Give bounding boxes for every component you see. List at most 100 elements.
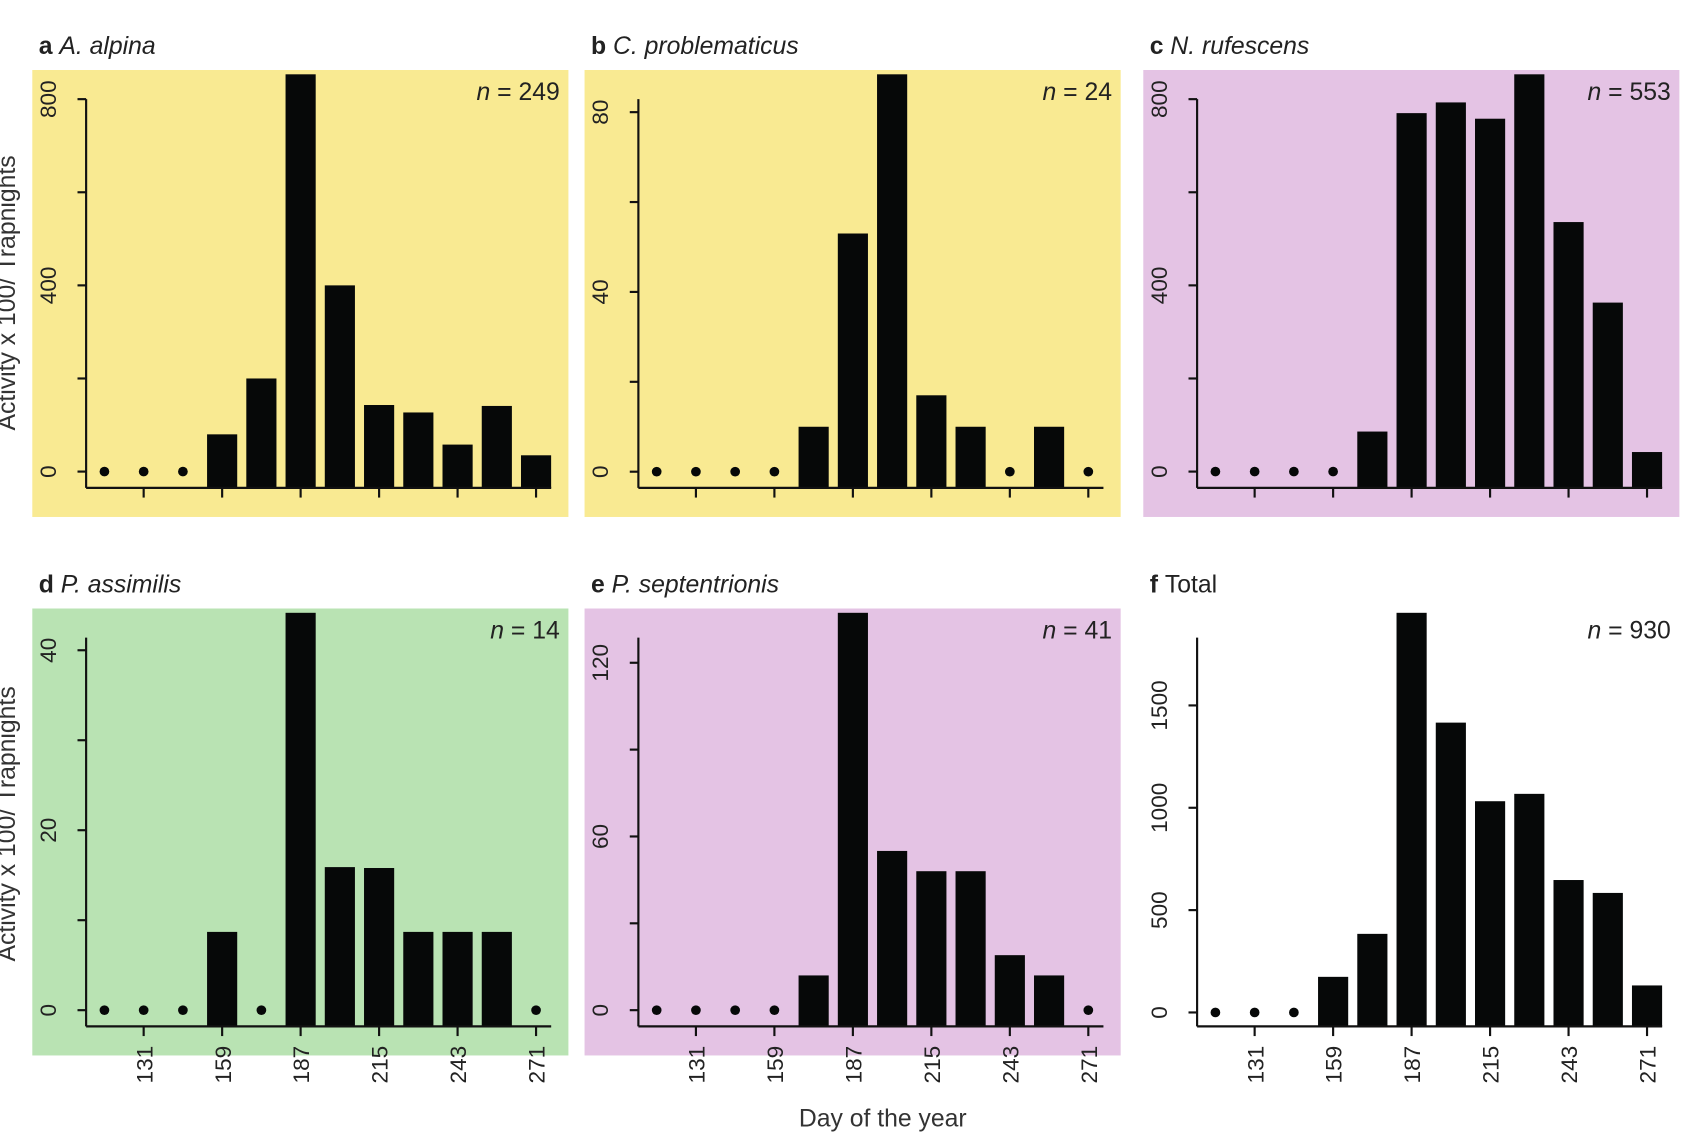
n-value: = 24 bbox=[1056, 79, 1112, 106]
bar bbox=[1592, 892, 1623, 1027]
bar bbox=[1592, 302, 1623, 488]
bar bbox=[798, 975, 829, 1027]
n-label: n = 930 bbox=[1588, 618, 1671, 645]
bar bbox=[837, 612, 868, 1027]
x-tick-label: 187 bbox=[841, 1046, 866, 1084]
bar bbox=[364, 868, 395, 1027]
bar bbox=[837, 233, 868, 488]
n-value: = 249 bbox=[490, 79, 560, 106]
zero-dot bbox=[1249, 466, 1260, 477]
panel-species: A. alpina bbox=[57, 33, 155, 60]
n-label: n = 249 bbox=[477, 79, 560, 106]
n-value: = 41 bbox=[1056, 618, 1112, 645]
y-tick-label: 0 bbox=[1147, 1006, 1172, 1019]
panel-letter: f bbox=[1150, 571, 1165, 598]
bar bbox=[403, 412, 434, 488]
zero-dot bbox=[730, 466, 741, 477]
y-tick-label: 0 bbox=[588, 1004, 613, 1017]
bar bbox=[520, 455, 552, 488]
y-tick-label: 0 bbox=[36, 1004, 61, 1017]
zero-dot bbox=[1289, 1007, 1299, 1018]
y-tick-label: 80 bbox=[588, 100, 613, 125]
bar bbox=[1553, 880, 1584, 1027]
x-tick-label: 271 bbox=[1077, 1046, 1102, 1084]
panel-species: P. septentrionis bbox=[612, 571, 779, 598]
bar bbox=[481, 931, 512, 1027]
x-tick-label: 271 bbox=[1636, 1046, 1661, 1084]
panel-title: a A. alpina bbox=[39, 33, 156, 60]
bar bbox=[994, 955, 1025, 1027]
zero-dot bbox=[256, 1005, 267, 1016]
bar bbox=[285, 612, 316, 1027]
panel-species: P. assimilis bbox=[61, 571, 182, 598]
bar bbox=[1435, 102, 1466, 488]
bar bbox=[1357, 933, 1388, 1027]
panel-title: f Total bbox=[1150, 571, 1217, 598]
y-tick-label: 0 bbox=[588, 465, 613, 478]
bar bbox=[955, 426, 986, 488]
n-value: = 930 bbox=[1601, 618, 1671, 645]
zero-dot bbox=[1210, 1007, 1221, 1018]
n-value: = 14 bbox=[504, 618, 560, 645]
n-label: n = 553 bbox=[1588, 79, 1671, 106]
zero-dot bbox=[769, 466, 780, 477]
bar bbox=[1396, 113, 1427, 488]
n-label: n = 41 bbox=[1043, 618, 1113, 645]
zero-dot bbox=[1210, 466, 1221, 477]
zero-dot bbox=[1249, 1007, 1260, 1018]
bar bbox=[877, 850, 908, 1027]
zero-dot bbox=[691, 466, 701, 477]
n-symbol: n bbox=[1043, 79, 1057, 106]
bar bbox=[916, 871, 947, 1027]
bar bbox=[1475, 801, 1506, 1027]
panel-title: b C. problematicus bbox=[591, 33, 799, 60]
bar bbox=[364, 405, 395, 488]
n-symbol: n bbox=[1588, 79, 1602, 106]
panel-title: e P. septentrionis bbox=[591, 571, 779, 598]
y-tick-label: 0 bbox=[1147, 465, 1172, 478]
bar bbox=[798, 426, 829, 488]
zero-dot bbox=[178, 466, 188, 477]
y-axis-label-top: Activity x 100/ Trapnights bbox=[0, 155, 21, 430]
y-tick-label: 40 bbox=[36, 638, 61, 663]
panel-title: d P. assimilis bbox=[39, 571, 182, 598]
y-tick-label: 800 bbox=[1147, 80, 1172, 118]
bar bbox=[1357, 431, 1388, 488]
y-tick-label: 400 bbox=[1147, 267, 1172, 305]
zero-dot bbox=[178, 1005, 188, 1016]
bar bbox=[916, 395, 947, 488]
panel-letter: b bbox=[591, 33, 613, 60]
y-tick-label: 0 bbox=[36, 465, 61, 478]
bar bbox=[324, 867, 355, 1027]
panel-a: a A. alpina n = 249 0 400 800 bbox=[32, 33, 569, 517]
y-tick-label: 1000 bbox=[1147, 783, 1172, 833]
bar bbox=[403, 931, 434, 1027]
bar bbox=[1514, 74, 1545, 488]
bar bbox=[1631, 985, 1663, 1027]
panel-letter: e bbox=[591, 571, 612, 598]
x-tick-label: 215 bbox=[1479, 1046, 1504, 1084]
panel-f: f Total n = 930 0 500 1000 1500 131 159 187 215 24… bbox=[1147, 571, 1671, 1083]
zero-dot bbox=[531, 1005, 541, 1016]
y-axis-label-bottom: Activity x 100/ Trapnights bbox=[0, 686, 21, 961]
n-value: = 553 bbox=[1601, 79, 1671, 106]
y-tick-label: 40 bbox=[588, 279, 613, 304]
x-tick-label: 271 bbox=[525, 1046, 550, 1084]
panel-species: Total bbox=[1165, 571, 1217, 598]
y-tick-label: 500 bbox=[1147, 891, 1172, 929]
bar bbox=[1318, 976, 1349, 1027]
bar bbox=[1034, 975, 1065, 1027]
bar bbox=[1034, 426, 1065, 488]
panel-letter: a bbox=[39, 33, 60, 60]
x-tick-label: 131 bbox=[132, 1046, 157, 1084]
bar bbox=[1553, 222, 1584, 488]
bar bbox=[1514, 793, 1545, 1027]
bar bbox=[1435, 722, 1466, 1027]
panel-e: e P. septentrionis n = 41 0 60 120 131 159 187 2… bbox=[584, 571, 1121, 1084]
x-tick-label: 243 bbox=[446, 1046, 471, 1084]
zero-dot bbox=[730, 1005, 741, 1016]
bar bbox=[1396, 612, 1427, 1027]
zero-dot bbox=[1083, 1005, 1094, 1016]
panel-species: C. problematicus bbox=[613, 33, 799, 60]
